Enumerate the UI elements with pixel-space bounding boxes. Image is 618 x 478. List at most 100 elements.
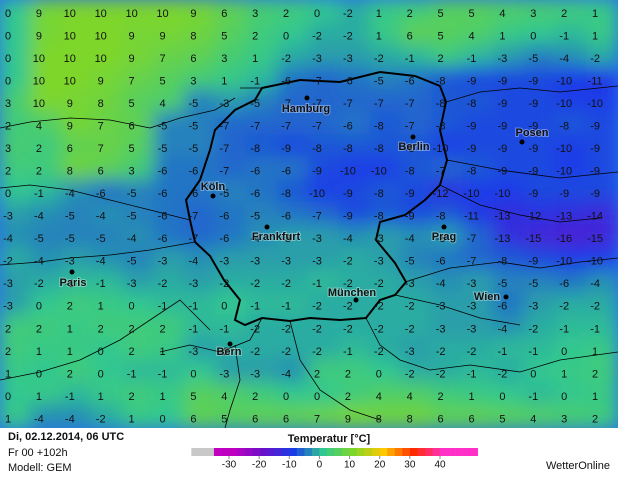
temperature-value: 3 — [5, 143, 11, 155]
temperature-value: 5 — [190, 391, 196, 403]
temperature-value: -2 — [436, 346, 446, 358]
temperature-cell — [555, 89, 589, 114]
temperature-value: 0 — [190, 368, 196, 380]
temperature-cell — [524, 201, 558, 227]
temperature-cell — [277, 246, 310, 272]
temperature-cell — [586, 111, 618, 137]
temperature-value: 8 — [98, 98, 104, 110]
temperature-value: -7 — [436, 166, 446, 178]
temperature-value: -7 — [312, 211, 322, 223]
temperature-value: 9 — [67, 98, 73, 110]
temperature-value: -3 — [436, 301, 446, 313]
temperature-cell — [153, 314, 187, 339]
temperature-value: -6 — [158, 233, 168, 245]
temperature-cell — [462, 44, 496, 69]
temperature-value: 5 — [129, 143, 135, 155]
temperature-value: -2 — [312, 323, 322, 335]
temperature-value: -3 — [374, 233, 384, 245]
temperature-value: -2 — [436, 368, 446, 380]
city-dot — [441, 224, 447, 230]
temperature-cell — [308, 0, 341, 24]
temperature-cell — [493, 224, 527, 249]
colorbar-tick-label: -10 — [282, 460, 297, 471]
colorbar-swatch — [440, 448, 448, 456]
temperature-value: -6 — [189, 166, 199, 178]
temperature-cell — [277, 179, 310, 204]
temperature-cell — [184, 359, 218, 384]
temperature-cell — [493, 21, 527, 47]
temperature-cell — [122, 21, 156, 47]
temperature-value: 9 — [36, 8, 42, 20]
temperature-cell — [308, 156, 341, 182]
temperature-cell — [462, 21, 496, 47]
temperature-cell — [0, 314, 32, 339]
temperature-value: 6 — [468, 413, 474, 425]
temperature-value: -4 — [343, 233, 353, 245]
temperature-cell — [153, 21, 187, 47]
colorbar-swatch — [274, 448, 283, 456]
temperature-cell — [277, 134, 310, 159]
temperature-value: 0 — [98, 368, 104, 380]
temperature-value: -2 — [374, 301, 384, 313]
temperature-value: -3 — [312, 53, 322, 65]
temperature-value: -3 — [528, 301, 538, 313]
temperature-field — [0, 0, 618, 428]
temperature-cell — [369, 89, 403, 114]
temperature-cell — [215, 44, 249, 69]
temperature-cell — [555, 359, 589, 384]
temperature-value: -4 — [3, 233, 13, 245]
temperature-cell — [493, 381, 527, 407]
temperature-cell — [153, 134, 187, 159]
temperature-cell — [0, 44, 32, 69]
temperature-cell — [184, 0, 218, 24]
temperature-value: -1 — [528, 391, 538, 403]
city-label: Prag — [432, 231, 456, 243]
temperature-value: 10 — [33, 98, 45, 110]
temperature-cell — [462, 134, 496, 159]
temperature-cell — [60, 21, 94, 47]
temperature-cell — [338, 381, 372, 407]
temperature-value: 5 — [221, 413, 227, 425]
temperature-value: -2 — [374, 278, 384, 290]
temperature-cell — [338, 224, 372, 249]
temperature-cell — [60, 111, 94, 137]
temperature-cell — [308, 224, 341, 249]
temperature-value: -9 — [343, 211, 353, 223]
temperature-value: 9 — [98, 75, 104, 87]
temperature-value: -2 — [343, 256, 353, 268]
temperature-cell — [0, 111, 32, 137]
temperature-value: -9 — [467, 143, 477, 155]
forecast-step: Fr 00 +102h — [8, 447, 68, 459]
temperature-value: -2 — [343, 278, 353, 290]
temperature-value: -6 — [250, 166, 260, 178]
temperature-value: 1 — [561, 368, 567, 380]
temperature-value: -3 — [467, 301, 477, 313]
temperature-value: 1 — [5, 413, 11, 425]
temperature-cell — [555, 336, 589, 362]
colorbar-swatch — [326, 448, 335, 456]
temperature-cell — [122, 336, 156, 362]
temperature-cell — [122, 404, 156, 428]
temperature-cell — [462, 404, 496, 428]
temperature-value: -3 — [219, 256, 229, 268]
temperature-value: -6 — [158, 211, 168, 223]
temperature-value: 10 — [95, 30, 107, 42]
temperature-cell — [0, 0, 32, 24]
temperature-value: -8 — [374, 143, 384, 155]
temperature-value: 2 — [129, 391, 135, 403]
temperature-value: -16 — [556, 233, 572, 245]
temperature-cell — [369, 381, 403, 407]
colorbar-swatch — [319, 448, 328, 456]
temperature-value: 2 — [36, 143, 42, 155]
colorbar-swatch — [304, 448, 313, 456]
temperature-cell — [122, 66, 156, 92]
temperature-cell — [29, 246, 63, 272]
temperature-value: -2 — [374, 53, 384, 65]
temperature-cell — [184, 404, 218, 428]
temperature-cell — [29, 89, 63, 114]
city-dot — [69, 269, 75, 275]
temperature-value: -2 — [312, 346, 322, 358]
temperature-cell — [215, 246, 249, 272]
temperature-cell — [586, 314, 618, 339]
colorbar-swatch — [281, 448, 290, 456]
